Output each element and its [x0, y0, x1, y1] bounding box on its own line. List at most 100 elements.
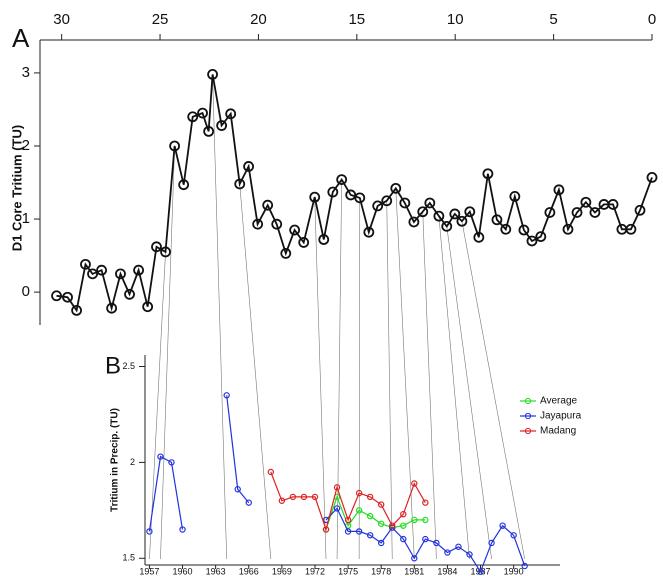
data-point: [115, 268, 126, 280]
data-point: [390, 182, 402, 194]
data-point: [355, 507, 363, 514]
data-point: [510, 532, 517, 539]
data-point: [354, 192, 366, 204]
data-point: [625, 223, 637, 235]
tie-line: [149, 251, 166, 560]
data-point: [223, 392, 230, 399]
data-point: [160, 246, 171, 258]
data-point: [521, 562, 528, 570]
data-point: [389, 522, 396, 529]
data-point: [464, 206, 476, 218]
data-point: [366, 493, 374, 501]
data-point: [243, 161, 254, 172]
data-point: [345, 189, 357, 201]
data-point: [518, 224, 530, 236]
data-point: [449, 208, 461, 220]
data-point: [482, 168, 494, 180]
data-point: [526, 235, 538, 247]
data-point: [289, 493, 297, 501]
data-point: [207, 68, 218, 80]
data-point: [234, 178, 246, 190]
x-tick-label: 25: [152, 11, 169, 28]
data-point: [187, 111, 199, 123]
data-point: [444, 549, 451, 556]
data-point: [499, 522, 506, 529]
data-point: [245, 499, 252, 506]
x-tick-label: 20: [250, 11, 267, 28]
x-tick-label: 1957: [139, 566, 159, 576]
data-point: [509, 191, 521, 202]
data-point: [456, 215, 468, 227]
data-point: [466, 551, 473, 558]
data-point: [355, 528, 363, 535]
x-tick-label: 1984: [437, 566, 457, 576]
data-point: [203, 125, 215, 137]
data-point: [344, 528, 352, 535]
tie-line: [446, 226, 492, 560]
tie-line: [314, 197, 327, 560]
data-point: [51, 290, 62, 302]
data-point: [62, 291, 73, 303]
data-point: [333, 484, 341, 491]
data-point: [157, 453, 164, 460]
data-point: [133, 264, 144, 276]
data-point: [491, 214, 503, 226]
data-point: [544, 207, 556, 218]
data-point: [280, 247, 292, 259]
data-point: [142, 301, 154, 313]
x-tick-label: 10: [447, 11, 464, 28]
data-point: [80, 258, 91, 270]
data-point: [571, 207, 583, 218]
tie-line: [160, 145, 175, 560]
data-point: [252, 218, 264, 230]
data-point: [455, 543, 462, 550]
y-axis-label: D1 Core Tritium (TU): [9, 125, 24, 251]
legend-marker: [524, 427, 532, 435]
y-tick-label: 2: [22, 137, 30, 154]
data-point: [311, 493, 319, 501]
data-point: [535, 231, 547, 242]
legend-label: Average: [540, 396, 578, 407]
y-tick-label: 1.5: [122, 553, 135, 563]
panel-label: A: [12, 23, 30, 53]
data-line: [325, 495, 426, 530]
data-point: [366, 512, 374, 520]
data-point: [411, 555, 418, 562]
data-point: [607, 199, 619, 210]
data-point: [366, 532, 374, 539]
data-point: [169, 140, 181, 152]
data-point: [318, 234, 330, 245]
x-tick-label: 1966: [239, 566, 259, 576]
y-tick-label: 2: [130, 457, 135, 467]
data-point: [298, 237, 310, 248]
data-point: [381, 195, 393, 207]
data-point: [197, 107, 208, 119]
data-point: [377, 501, 385, 508]
data-point: [477, 568, 484, 575]
tie-line: [358, 197, 361, 560]
x-tick-label: 15: [348, 11, 365, 28]
data-point: [355, 489, 363, 497]
data-point: [580, 196, 592, 208]
x-tick-label: 1972: [305, 566, 325, 576]
x-tick-label: 1978: [371, 566, 391, 576]
panel-label: B: [105, 352, 121, 379]
data-point: [441, 220, 453, 232]
data-point: [422, 499, 429, 506]
x-tick-label: 1990: [504, 566, 524, 576]
tie-line: [461, 221, 525, 560]
data-line: [270, 471, 426, 532]
legend-marker: [524, 412, 532, 420]
data-point: [424, 197, 436, 209]
tie-line: [386, 200, 393, 560]
data-point: [168, 459, 175, 466]
data-point: [473, 231, 485, 243]
y-tick-label: 2.5: [122, 361, 135, 371]
data-point: [411, 516, 418, 524]
data-point: [411, 480, 418, 487]
x-tick-label: 1960: [173, 566, 193, 576]
data-point: [400, 535, 407, 543]
data-point: [178, 179, 190, 191]
data-point: [408, 216, 420, 228]
data-point: [400, 522, 407, 529]
